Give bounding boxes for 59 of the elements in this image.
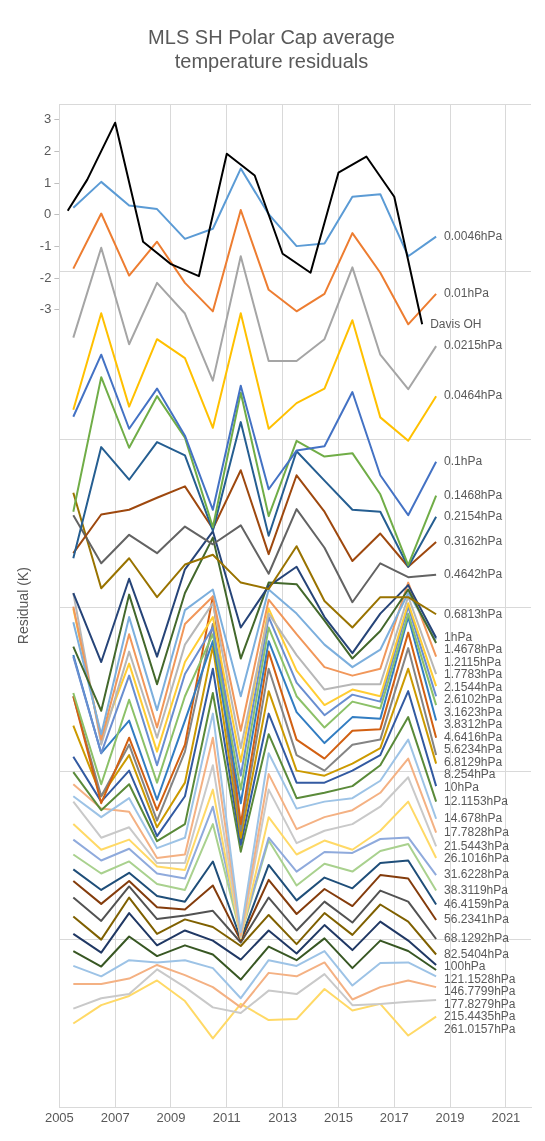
y-tick-label: 3 bbox=[44, 111, 52, 127]
series-label: 68.1292hPa bbox=[444, 931, 510, 946]
series-label: 31.6228hPa bbox=[444, 867, 510, 882]
series-label: 215.4435hPa bbox=[444, 1009, 516, 1024]
series-label: 46.4159hPa bbox=[444, 896, 510, 911]
series-label: 2.6102hPa bbox=[444, 692, 503, 707]
series-label: 2.1544hPa bbox=[444, 679, 503, 694]
series-label: 3.1623hPa bbox=[444, 704, 503, 719]
x-tick-label: 2015 bbox=[323, 1109, 353, 1125]
series-label: 261.0157hPa bbox=[444, 1021, 516, 1036]
x-tick-label: 2007 bbox=[100, 1109, 130, 1125]
series-label: 177.8279hPa bbox=[444, 996, 516, 1011]
series-label: 1.7783hPa bbox=[444, 667, 503, 682]
x-tick-label: 2005 bbox=[44, 1109, 74, 1125]
y-axis-title: Residual (K) bbox=[15, 567, 32, 645]
x-tick-label: 2017 bbox=[379, 1109, 409, 1125]
y-tick-label: 1 bbox=[44, 174, 52, 190]
x-tick-label: 2019 bbox=[435, 1109, 465, 1125]
series-label: 0.3162hPa bbox=[444, 534, 503, 549]
series-label: 0.4642hPa bbox=[444, 566, 503, 581]
series-label: 12.1153hPa bbox=[444, 793, 509, 808]
series-label: 6.8129hPa bbox=[444, 754, 503, 769]
series-label: 146.7799hPa bbox=[444, 984, 516, 999]
series-label: 14.678hPa bbox=[444, 811, 503, 826]
series-label: 0.0046hPa bbox=[444, 228, 503, 243]
series-label: 0.2154hPa bbox=[444, 509, 503, 524]
series-label: 1hPa bbox=[444, 629, 473, 644]
y-tick-label: 2 bbox=[44, 143, 52, 159]
series-label: 3.8312hPa bbox=[444, 717, 503, 732]
series-label: 1.2115hPa bbox=[444, 654, 502, 669]
series-label: 0.1468hPa bbox=[444, 487, 503, 502]
y-tick-label: -2 bbox=[39, 269, 52, 285]
series-label: 4.6416hPa bbox=[444, 729, 503, 744]
series-label: 0.6813hPa bbox=[444, 606, 503, 621]
series-label: 5.6234hPa bbox=[444, 742, 503, 757]
series-label: 100hPa bbox=[444, 959, 486, 974]
series-label: 0.01hPa bbox=[444, 286, 490, 301]
series-label: 0.0464hPa bbox=[444, 388, 503, 403]
y-tick-label: -1 bbox=[39, 238, 52, 254]
series-label: 0.0215hPa bbox=[444, 338, 503, 353]
series-label: 121.1528hPa bbox=[444, 971, 516, 986]
series-label: 21.5443hPa bbox=[444, 838, 510, 853]
series-label: 82.5404hPa bbox=[444, 946, 510, 961]
series-label: 17.7828hPa bbox=[444, 824, 510, 839]
series-label: 1.4678hPa bbox=[444, 642, 503, 657]
series-label: 26.1016hPa bbox=[444, 851, 510, 866]
y-tick-label: 0 bbox=[44, 206, 52, 222]
series-label: 10hPa bbox=[444, 779, 480, 794]
x-tick-label: 2021 bbox=[491, 1109, 521, 1125]
series-label: Davis OH bbox=[430, 316, 482, 331]
y-tick-label: -3 bbox=[39, 301, 52, 317]
x-tick-label: 2013 bbox=[268, 1109, 298, 1125]
x-tick-label: 2011 bbox=[212, 1109, 241, 1125]
chart-title: MLS SH Polar Cap average temperature residuals bbox=[148, 25, 395, 72]
series-label: 0.1hPa bbox=[444, 453, 483, 468]
series-label: 8.254hPa bbox=[444, 767, 496, 782]
series-label: 38.3119hPa bbox=[444, 882, 509, 897]
x-tick-label: 2009 bbox=[156, 1109, 186, 1125]
series-label: 56.2341hPa bbox=[444, 912, 510, 927]
